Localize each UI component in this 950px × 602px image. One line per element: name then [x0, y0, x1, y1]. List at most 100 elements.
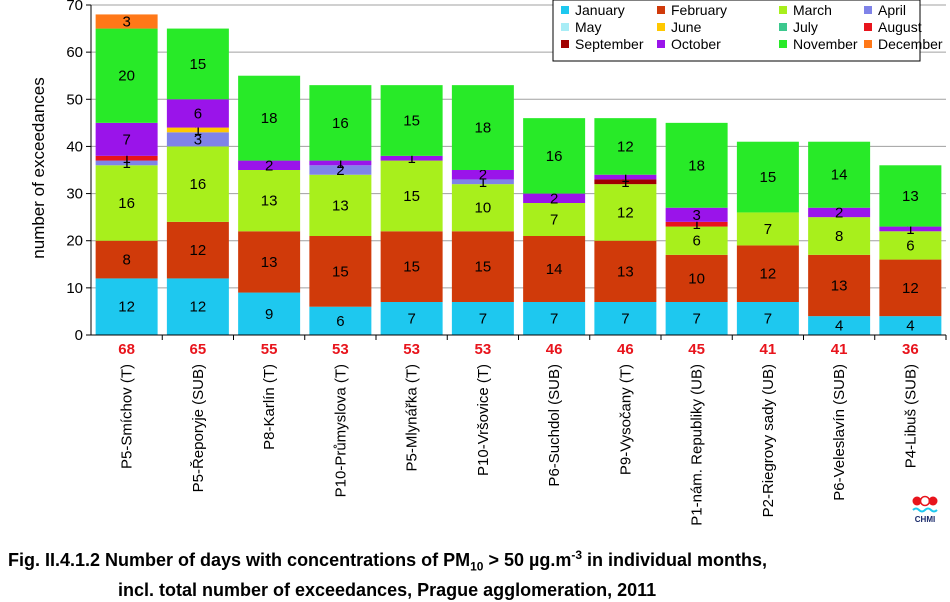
bar-segment — [95, 155, 158, 161]
segment-value-label: 16 — [190, 176, 207, 193]
bar-segment — [166, 99, 229, 128]
gridlines — [91, 4, 946, 336]
segment-value-label: 1 — [336, 155, 344, 172]
legend-swatch — [779, 23, 787, 31]
segment-value-label: 1 — [122, 155, 130, 172]
total-label: 36 — [902, 341, 919, 358]
segment-value-label: 12 — [190, 242, 207, 259]
segment-value-label: 1 — [479, 174, 487, 191]
bar-segment — [523, 236, 586, 302]
bar-segment — [523, 302, 586, 335]
bar-stack: 7 15 15 1 15 — [380, 85, 443, 335]
segment-value-label: 8 — [835, 228, 843, 245]
segment-value-label: 15 — [760, 169, 777, 186]
total-label: 53 — [475, 341, 492, 358]
y-axis-label: number of exceedances — [29, 77, 48, 258]
segment-value-label: 15 — [403, 113, 420, 130]
legend-swatch — [561, 40, 569, 48]
segment-value-label: 7 — [764, 311, 772, 328]
bar-stack: 7 13 12 11 12 — [594, 118, 657, 335]
legend-swatch — [561, 6, 569, 14]
legend-swatch — [657, 23, 665, 31]
total-label: 55 — [261, 341, 278, 358]
segment-value-label: 7 — [764, 221, 772, 238]
total-label: 45 — [688, 341, 705, 358]
segment-value-label: 12 — [617, 138, 634, 155]
legend-swatch — [657, 40, 665, 48]
bar-segment — [166, 278, 229, 335]
y-tick-label: 20 — [66, 233, 83, 250]
legend-label: June — [671, 19, 702, 35]
bar-segment — [309, 236, 372, 307]
legend-label: February — [671, 2, 727, 18]
legend-label: January — [575, 2, 625, 18]
bar-stack: 9 13 13 2 18 — [238, 75, 301, 335]
x-tick-label: P10-Průmyslova (T) — [332, 364, 349, 497]
bar-segment — [665, 207, 728, 222]
segment-value-label: 14 — [831, 167, 848, 184]
bar-segment — [736, 302, 799, 335]
segment-value-label: 15 — [190, 56, 207, 73]
bar-segment — [736, 212, 799, 246]
bar-segment — [380, 302, 443, 335]
segment-value-label: 15 — [332, 263, 349, 280]
segment-value-label: 1 — [906, 221, 914, 238]
bar-segment — [380, 85, 443, 156]
total-label: 41 — [831, 341, 848, 358]
y-tick-label: 40 — [66, 138, 83, 155]
bar-segment — [95, 122, 158, 156]
legend-swatch — [864, 23, 872, 31]
segment-value-label: 18 — [688, 157, 705, 174]
chmi-logo-text: CHMI — [915, 515, 935, 524]
bar-segment — [309, 165, 372, 175]
bar-segment — [95, 28, 158, 123]
x-tick-label: P8-Karlín (T) — [261, 364, 278, 450]
stacked-bar-chart: 1281611720312121631615913132186151321167… — [29, 0, 947, 526]
segment-value-label: 2 — [265, 157, 273, 174]
bar-stack: 7 15 10 12 18 — [451, 85, 514, 335]
segment-value-label: 16 — [332, 115, 349, 132]
bar-segment — [808, 207, 871, 218]
segment-value-label: 6 — [336, 313, 344, 330]
total-labels: 68 65 55 53 53 53 46 46 45 41 41 36 — [118, 341, 918, 358]
x-tick-label: P1-nám. Republiky (UB) — [689, 364, 706, 526]
segment-value-label: 2 — [550, 190, 558, 207]
segment-value-label: 12 — [902, 280, 919, 297]
segment-value-label: 9 — [265, 306, 273, 323]
y-tick-label: 70 — [66, 0, 83, 14]
legend-swatch — [864, 40, 872, 48]
legend-label: December — [878, 36, 943, 52]
x-tick-label: P6-Suchdol (SUB) — [546, 364, 563, 487]
chmi-logo: CHMI — [910, 494, 940, 524]
bar-segment — [594, 179, 657, 185]
segment-value-label: 7 — [621, 311, 629, 328]
bar-segment — [380, 231, 443, 302]
segment-value-label: 3 — [692, 207, 700, 224]
segment-value-label: 15 — [403, 259, 420, 276]
x-tick-label: P5-Smíchov (T) — [119, 364, 136, 469]
bar-segment — [238, 75, 301, 161]
segment-value-label: 10 — [475, 200, 492, 217]
bar-segment — [238, 292, 301, 335]
legend-label: November — [793, 36, 858, 52]
total-label: 46 — [617, 341, 634, 358]
bar-stack: 12 8 16 11 7 20 3 — [95, 14, 158, 335]
y-tick-label: 50 — [66, 91, 83, 108]
segment-value-label: 8 — [122, 252, 130, 269]
legend-swatch — [657, 6, 665, 14]
bar-segment — [238, 231, 301, 293]
bar-segment — [879, 231, 942, 260]
segment-value-label: 1 — [194, 122, 202, 139]
segment-value-label: 7 — [692, 311, 700, 328]
segment-value-label: 16 — [546, 148, 563, 165]
segment-value-label: 15 — [403, 188, 420, 205]
caption-line-2: incl. total number of exceedances, Pragu… — [118, 579, 657, 600]
x-tick-label: P9-Vysočany (T) — [617, 364, 634, 475]
x-tick-label: P2-Riegrovy sady (UB) — [760, 364, 777, 517]
segment-value-label: 6 — [194, 105, 202, 122]
bar-segment — [808, 254, 871, 317]
segment-value-label: 12 — [617, 204, 634, 221]
bar-segment — [665, 254, 728, 302]
total-label: 65 — [190, 341, 207, 358]
